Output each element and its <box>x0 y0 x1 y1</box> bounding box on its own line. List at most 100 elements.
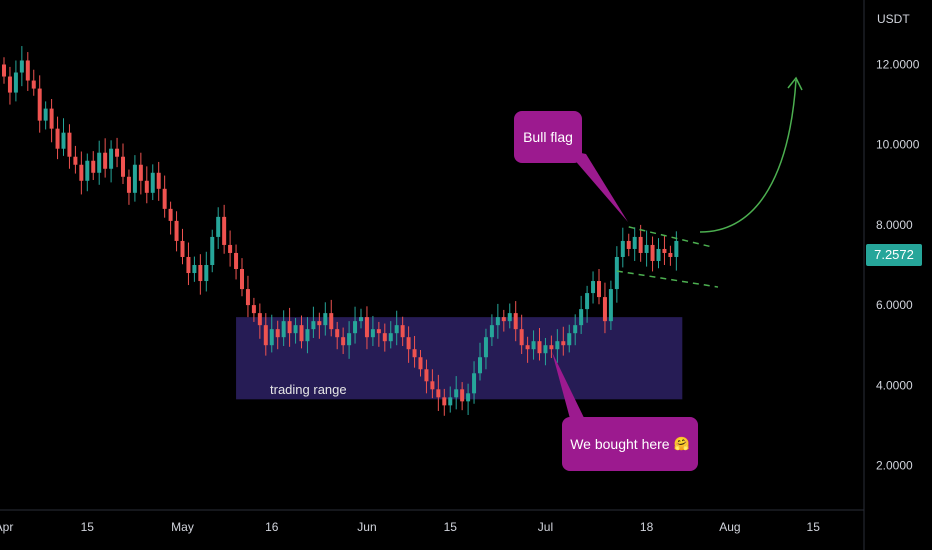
candle-body <box>364 317 369 338</box>
candle-body <box>555 341 560 350</box>
candle-body <box>37 88 42 121</box>
candle-body <box>263 325 268 346</box>
price-axis: 12.0000 10.0000 8.0000 6.0000 4.0000 2.0000 <box>876 58 920 473</box>
candle-body <box>186 256 191 274</box>
candle-body <box>150 172 155 193</box>
time-tick-label: 15 <box>444 520 458 534</box>
candle-body <box>311 321 316 330</box>
candle-body <box>323 313 328 326</box>
candle-body <box>85 160 90 181</box>
candle-body <box>335 329 340 338</box>
price-tick-label: 2.0000 <box>876 459 913 473</box>
candle-body <box>73 156 78 165</box>
candle-body <box>632 236 637 249</box>
candle-body <box>424 369 429 382</box>
candle-body <box>359 317 363 322</box>
candle-body <box>436 389 441 398</box>
candle-body <box>668 252 673 257</box>
projection-arrow <box>699 79 797 233</box>
candle-body <box>573 325 578 334</box>
candle-body <box>180 240 185 257</box>
candle-body <box>240 269 244 290</box>
candle-body <box>472 373 477 394</box>
candle-body <box>31 80 36 89</box>
candle-body <box>513 313 518 330</box>
candle-body <box>97 152 102 173</box>
candle-body <box>620 240 625 257</box>
candle-body <box>198 265 203 282</box>
candle-body <box>638 236 643 253</box>
candle-body <box>275 329 280 338</box>
candle-body <box>591 281 596 294</box>
time-tick-label: Jun <box>357 520 376 534</box>
trading-range-box <box>236 317 683 400</box>
candle-body <box>466 393 471 402</box>
flag-upper-line <box>628 226 713 248</box>
candle-body <box>353 321 358 334</box>
candle-body <box>174 220 179 241</box>
candle-body <box>460 389 465 402</box>
candle-body <box>210 236 215 265</box>
candle-body <box>192 265 197 274</box>
candle-body <box>299 325 304 342</box>
candle-body <box>109 148 114 169</box>
candle-body <box>245 289 250 306</box>
candle-body <box>418 357 423 370</box>
candle-body <box>495 317 500 326</box>
candle-body <box>537 341 542 354</box>
candle-body <box>13 72 18 93</box>
candle-body <box>662 248 667 253</box>
candle-body <box>49 108 54 129</box>
bull-flag-pointer <box>566 150 628 222</box>
candle-body <box>388 333 393 342</box>
candle-body <box>25 60 30 81</box>
candle-body <box>234 252 239 270</box>
candle-body <box>442 397 447 406</box>
candle-body <box>293 325 298 334</box>
candle-body <box>269 329 274 346</box>
candle-body <box>228 244 233 253</box>
callout-pointers <box>552 150 628 426</box>
trading-range-label: trading range <box>270 382 347 397</box>
time-tick-label: 16 <box>265 520 279 534</box>
candle-body <box>567 333 572 346</box>
candle-body <box>121 156 125 177</box>
hug-face-emoji-icon: 🤗 <box>673 436 690 451</box>
price-tick-label: 6.0000 <box>876 298 913 312</box>
candle-body <box>19 60 24 73</box>
candle-body <box>317 321 322 326</box>
bought-here-text: We bought here <box>570 436 670 452</box>
candle-body <box>650 244 655 261</box>
bull-flag-lines <box>616 76 803 288</box>
candle-body <box>144 180 149 193</box>
candle-body <box>626 240 631 249</box>
time-tick-label: 18 <box>640 520 654 534</box>
candle-body <box>614 256 619 290</box>
candle-body <box>251 305 256 314</box>
candle-body <box>115 148 120 157</box>
candle-body <box>608 289 613 322</box>
candle-body <box>222 216 227 245</box>
candle-body <box>400 325 405 338</box>
candle-body <box>43 108 48 121</box>
time-tick-label: 15 <box>81 520 95 534</box>
candle-body <box>168 208 173 221</box>
candle-body <box>448 397 453 406</box>
candle-body <box>656 248 661 261</box>
candle-body <box>126 176 131 193</box>
candle-body <box>67 132 72 157</box>
candle-body <box>602 297 607 322</box>
candle-body <box>287 321 292 334</box>
candle-body <box>204 265 209 282</box>
candle-body <box>501 317 506 322</box>
candle-body <box>341 337 346 346</box>
candle-body <box>347 333 352 346</box>
candle-body <box>91 160 96 173</box>
candle-body <box>561 341 566 346</box>
price-tick-label: 8.0000 <box>876 218 913 232</box>
time-tick-label: 15 <box>807 520 821 534</box>
candles-layer <box>2 46 679 416</box>
flag-lower-line <box>616 270 719 288</box>
candle-body <box>2 64 6 77</box>
